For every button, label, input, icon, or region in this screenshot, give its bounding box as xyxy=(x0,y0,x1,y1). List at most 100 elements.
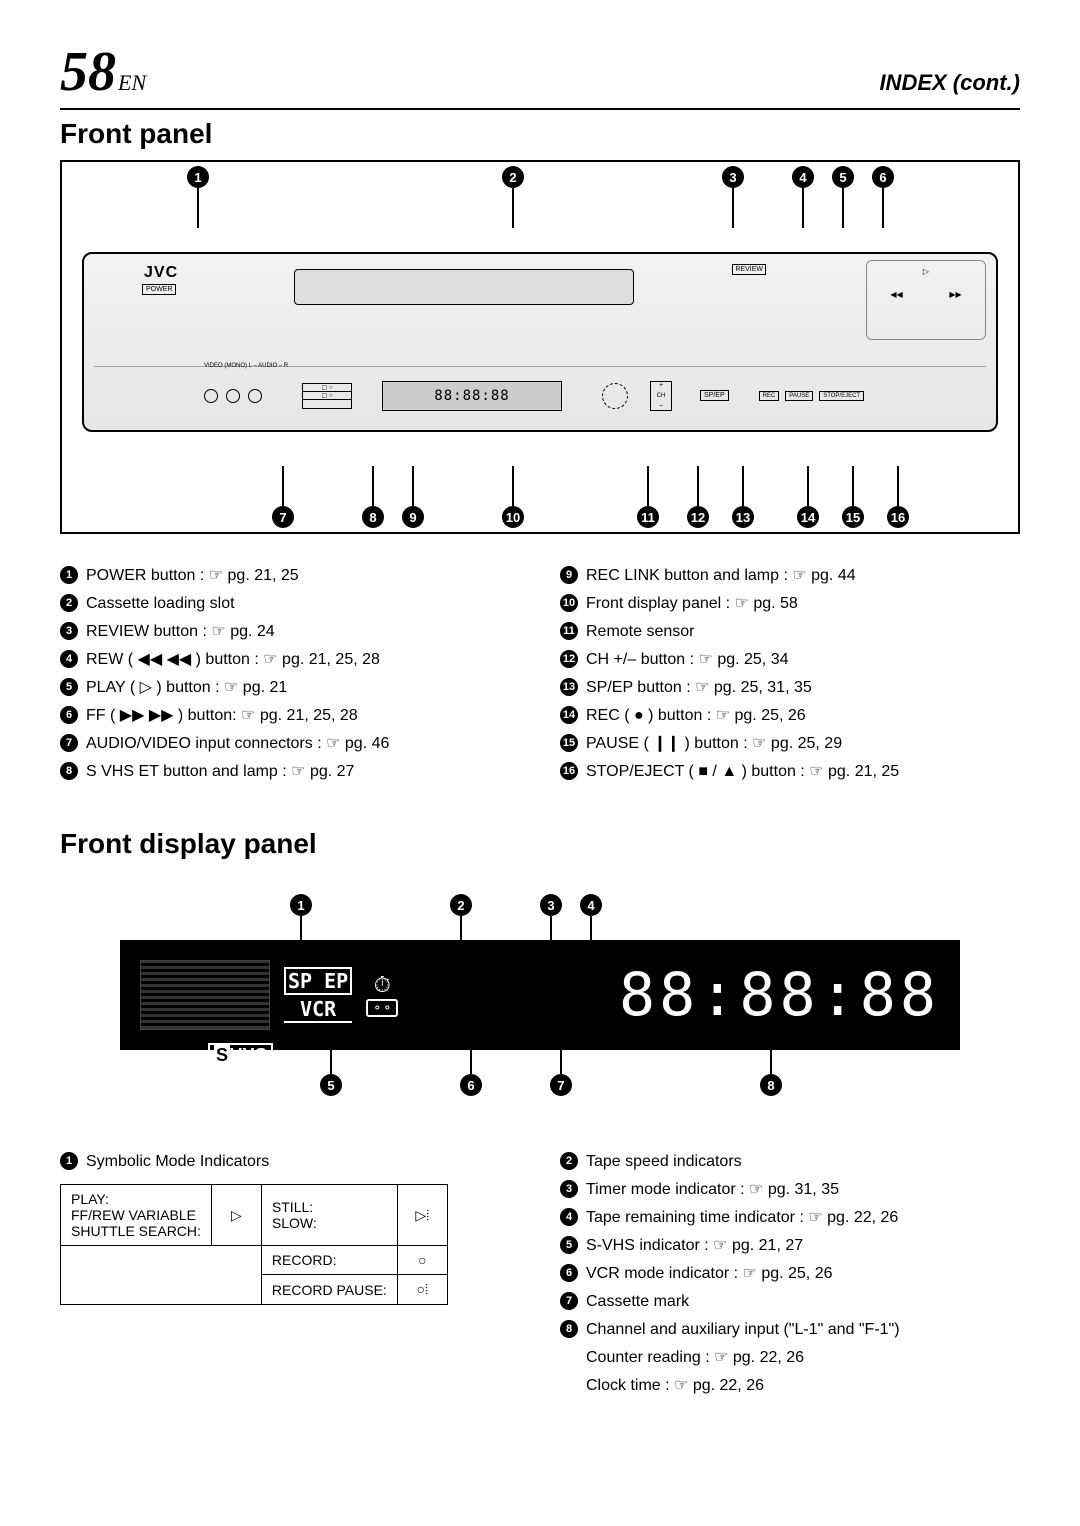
callout-number: 16 xyxy=(560,762,578,780)
callout-6: 6 xyxy=(460,1034,482,1096)
legend-text: Tape speed indicators xyxy=(586,1150,742,1174)
legend-text: Front display panel : pg. 58 xyxy=(586,592,798,616)
page-ref: pg. 21, 25 xyxy=(809,763,899,780)
legend-text: Cassette loading slot xyxy=(86,592,235,616)
power-button-label: POWER xyxy=(142,284,176,295)
legend-item: 8S VHS ET button and lamp : pg. 27 xyxy=(60,760,520,784)
cassette-slot xyxy=(294,269,634,305)
legend-text: VCR mode indicator : pg. 25, 26 xyxy=(586,1262,832,1286)
mode-play-label: PLAY: FF/REW VARIABLE SHUTTLE SEARCH: xyxy=(61,1185,212,1246)
callout-line xyxy=(897,466,899,506)
legend-item: 2Tape speed indicators xyxy=(560,1150,1020,1174)
callout-number: 10 xyxy=(502,506,524,528)
callout-line xyxy=(732,188,734,228)
page-ref: pg. 22, 26 xyxy=(714,1349,804,1366)
callout-number: 6 xyxy=(872,166,894,188)
callout-number: 5 xyxy=(320,1074,342,1096)
callout-5: 5 xyxy=(320,1034,342,1096)
callout-line xyxy=(550,916,552,956)
legend-text: REVIEW button : pg. 24 xyxy=(86,620,275,644)
front-panel-callouts-bottom: 78910111213141516 xyxy=(82,482,998,512)
legend-item: 8Channel and auxiliary input ("L-1" and … xyxy=(560,1318,1020,1342)
stop-eject-button: STOP/EJECT xyxy=(819,391,864,401)
callout-14: 14 xyxy=(797,466,819,528)
callout-number: 3 xyxy=(560,1180,578,1198)
page-ref: pg. 22, 26 xyxy=(808,1209,898,1226)
legend-item: 5PLAY ( ▷ ) button : pg. 21 xyxy=(60,676,520,700)
callout-number: 5 xyxy=(560,1236,578,1254)
callout-1: 1 xyxy=(290,894,312,956)
callout-line xyxy=(697,466,699,506)
callout-16: 16 xyxy=(887,466,909,528)
legend-item: 7Cassette mark xyxy=(560,1290,1020,1314)
front-display-mini: 88:88:88 xyxy=(382,381,562,411)
legend-text: S VHS ET button and lamp : pg. 27 xyxy=(86,760,354,784)
callout-number: 12 xyxy=(687,506,709,528)
legend-item: 6VCR mode indicator : pg. 25, 26 xyxy=(560,1262,1020,1286)
legend-item: 4Tape remaining time indicator : pg. 22,… xyxy=(560,1206,1020,1230)
page-ref: pg. 25, 29 xyxy=(752,735,842,752)
callout-number: 10 xyxy=(560,594,578,612)
page-ref: pg. 31, 35 xyxy=(749,1181,839,1198)
callout-number: 15 xyxy=(560,734,578,752)
review-button-label: REVIEW xyxy=(732,264,766,275)
display-legend-left: 1 Symbolic Mode Indicators PLAY: FF/REW … xyxy=(60,1150,520,1402)
callout-line xyxy=(460,916,462,956)
ep-label: EP xyxy=(324,969,348,993)
callout-number: 9 xyxy=(560,566,578,584)
legend-subitem: Counter reading : pg. 22, 26 xyxy=(560,1346,1020,1370)
callout-line xyxy=(330,1034,332,1074)
page-ref: pg. 27 xyxy=(291,763,354,780)
callout-line xyxy=(512,188,514,228)
callout-number: 7 xyxy=(550,1074,572,1096)
callout-number: 5 xyxy=(60,678,78,696)
callout-number: 1 xyxy=(187,166,209,188)
page-ref: pg. 25, 34 xyxy=(699,651,789,668)
channel-buttons: + CH − xyxy=(650,381,672,411)
ch-minus: − xyxy=(659,403,663,410)
callout-8: 8 xyxy=(760,1034,782,1096)
front-display-title: Front display panel xyxy=(60,828,1020,860)
callout-line xyxy=(807,466,809,506)
rec-pause-stop-row: REC PAUSE STOP/EJECT xyxy=(759,391,864,401)
callout-number: 12 xyxy=(560,650,578,668)
callout-line xyxy=(742,466,744,506)
pause-button: PAUSE xyxy=(785,391,813,401)
callout-line xyxy=(590,916,592,956)
legend-item: 4REW ( ◀◀ ◀◀ ) button : pg. 21, 25, 28 xyxy=(60,648,520,672)
callout-number: 15 xyxy=(842,506,864,528)
legend-item: 3 REVIEW button : pg. 24 xyxy=(60,620,520,644)
legend-item: 11Remote sensor xyxy=(560,620,1020,644)
clock-icon: ⏱ xyxy=(366,973,398,999)
sp-label: SP xyxy=(288,969,312,993)
callout-number: 7 xyxy=(60,734,78,752)
callout-2: 2 xyxy=(450,894,472,956)
legend-text: CH +/– button : pg. 25, 34 xyxy=(586,648,788,672)
page-ref: pg. 46 xyxy=(326,735,389,752)
callout-11: 11 xyxy=(637,466,659,528)
mode-indicators-header: 1 Symbolic Mode Indicators xyxy=(60,1150,520,1174)
callout-8: 8 xyxy=(362,466,384,528)
callout-number: 8 xyxy=(560,1320,578,1338)
display-panel-diagram: 1234 SP EP VCR ⏱ ⚬⚬ 88:88:88 SSVHSVHS 56… xyxy=(60,870,1020,1130)
callout-number: 13 xyxy=(560,678,578,696)
callout-number: 3 xyxy=(60,622,78,640)
callout-number: 5 xyxy=(832,166,854,188)
callout-line xyxy=(300,916,302,956)
page-number: 58EN xyxy=(60,40,146,104)
legend-text: Timer mode indicator : pg. 31, 35 xyxy=(586,1178,839,1202)
legend-text: Counter reading : pg. 22, 26 xyxy=(560,1346,804,1370)
callout-line xyxy=(842,188,844,228)
rew-icon: ◀◀ xyxy=(890,290,902,299)
ch-plus: + xyxy=(659,382,663,389)
callout-line xyxy=(372,466,374,506)
callout-10: 10 xyxy=(502,466,524,528)
callout-line xyxy=(512,466,514,506)
play-icon: ▷ xyxy=(867,261,985,276)
callout-line xyxy=(412,466,414,506)
mode-still-icon: ▷⦙ xyxy=(397,1185,447,1246)
rec-button: REC xyxy=(759,391,780,401)
callout-number: 2 xyxy=(60,594,78,612)
callout-13: 13 xyxy=(732,466,754,528)
spep-button: SP/EP xyxy=(700,390,729,401)
